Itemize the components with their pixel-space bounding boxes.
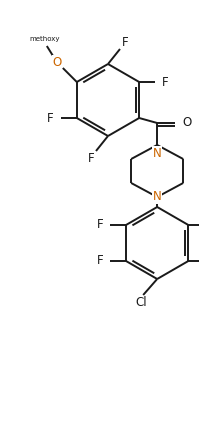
Text: F: F bbox=[47, 112, 54, 125]
Text: O: O bbox=[52, 55, 61, 68]
Text: O: O bbox=[182, 116, 191, 129]
Text: methoxy: methoxy bbox=[30, 36, 60, 42]
Text: N: N bbox=[153, 147, 162, 160]
Text: F: F bbox=[96, 255, 103, 268]
Text: F: F bbox=[96, 219, 103, 232]
Text: Cl: Cl bbox=[135, 297, 147, 310]
Text: F: F bbox=[122, 36, 128, 49]
Text: F: F bbox=[162, 75, 169, 88]
Text: N: N bbox=[153, 191, 162, 204]
Text: F: F bbox=[88, 152, 94, 165]
